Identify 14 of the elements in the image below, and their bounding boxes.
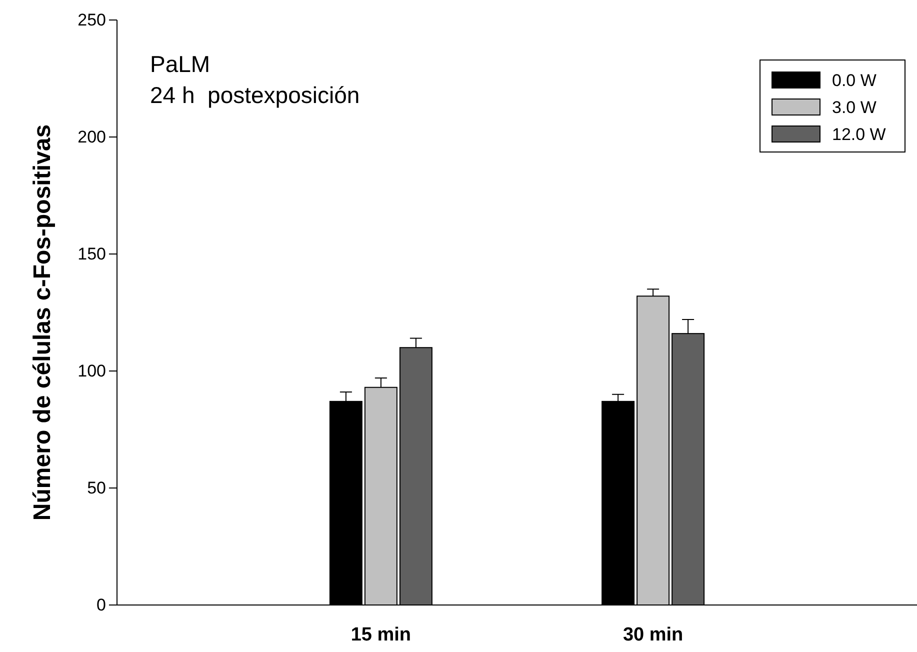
legend-label: 12.0 W	[832, 125, 886, 144]
y-tick-label: 50	[87, 478, 106, 498]
y-tick-label: 150	[78, 244, 106, 264]
y-tick-label: 200	[78, 127, 106, 146]
y-tick-label: 100	[78, 361, 106, 380]
text: PaLM	[150, 51, 210, 77]
y-tick-label: 0	[96, 595, 106, 614]
x-tick-label: 30 min	[622, 624, 684, 646]
text: 24 h postexposición	[150, 82, 360, 108]
x-tick-label: 15 min	[350, 624, 412, 646]
y-tick-label: 250	[78, 10, 106, 30]
legend-label: 3.0 W	[832, 98, 876, 117]
legend-label: 0.0 W	[832, 71, 876, 90]
y-axis-title: Número de células c-Fos-positivas	[29, 124, 56, 521]
